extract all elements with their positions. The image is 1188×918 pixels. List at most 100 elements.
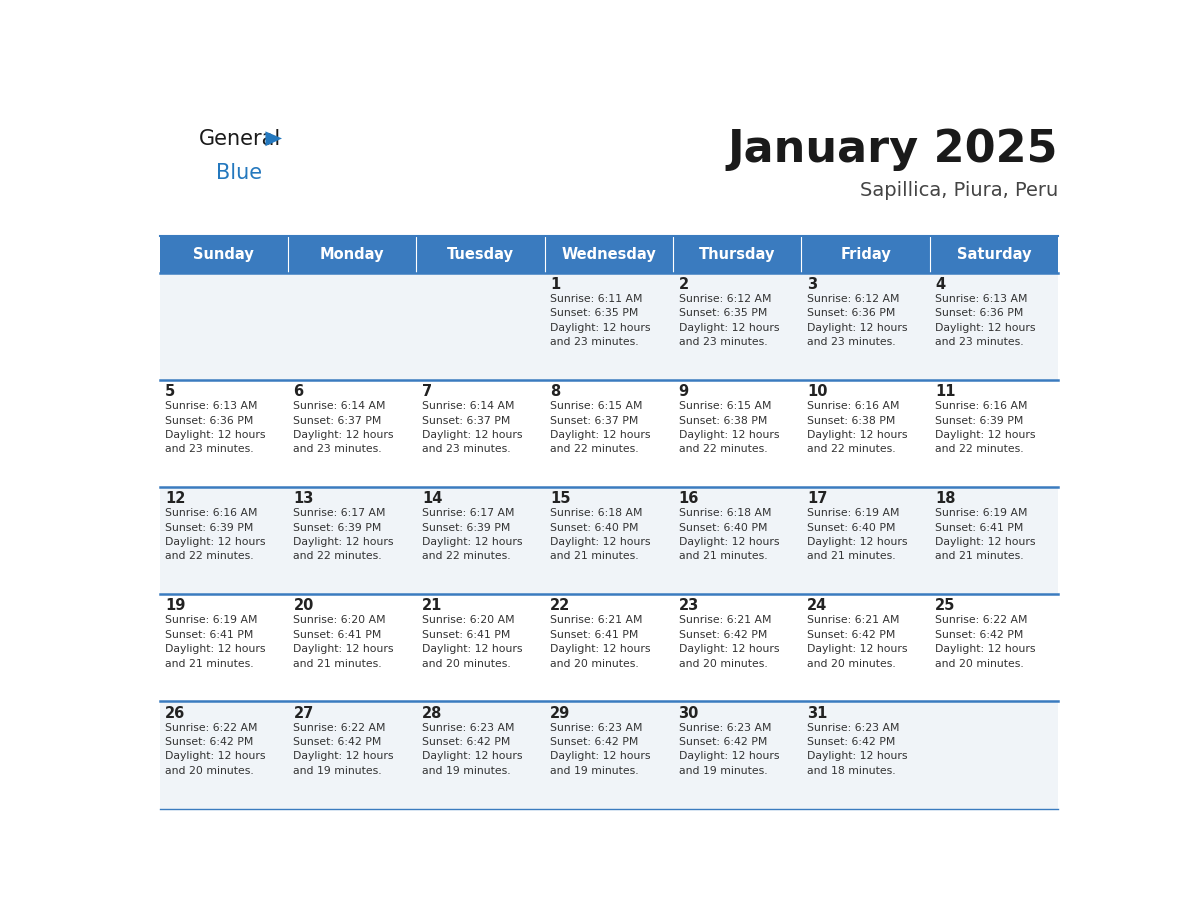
Text: Sunrise: 6:23 AM
Sunset: 6:42 PM
Daylight: 12 hours
and 19 minutes.: Sunrise: 6:23 AM Sunset: 6:42 PM Dayligh… bbox=[678, 722, 779, 776]
Bar bbox=[159, 380, 287, 487]
Text: Sunday: Sunday bbox=[194, 247, 254, 262]
Text: Sunrise: 6:20 AM
Sunset: 6:41 PM
Daylight: 12 hours
and 21 minutes.: Sunrise: 6:20 AM Sunset: 6:41 PM Dayligh… bbox=[293, 615, 394, 668]
Text: 11: 11 bbox=[935, 384, 956, 399]
Bar bbox=[802, 594, 930, 701]
Text: Sunrise: 6:17 AM
Sunset: 6:39 PM
Daylight: 12 hours
and 22 minutes.: Sunrise: 6:17 AM Sunset: 6:39 PM Dayligh… bbox=[422, 509, 523, 562]
Text: 16: 16 bbox=[678, 491, 699, 507]
Text: 14: 14 bbox=[422, 491, 442, 507]
Bar bbox=[544, 380, 674, 487]
Text: Sunrise: 6:15 AM
Sunset: 6:38 PM
Daylight: 12 hours
and 22 minutes.: Sunrise: 6:15 AM Sunset: 6:38 PM Dayligh… bbox=[678, 401, 779, 454]
Text: 20: 20 bbox=[293, 599, 314, 613]
Text: Sapillica, Piura, Peru: Sapillica, Piura, Peru bbox=[860, 181, 1059, 200]
Text: General: General bbox=[200, 129, 282, 149]
Text: Sunrise: 6:18 AM
Sunset: 6:40 PM
Daylight: 12 hours
and 21 minutes.: Sunrise: 6:18 AM Sunset: 6:40 PM Dayligh… bbox=[678, 509, 779, 562]
Bar bbox=[416, 380, 544, 487]
Bar bbox=[802, 380, 930, 487]
Bar bbox=[159, 594, 287, 701]
Text: Sunrise: 6:19 AM
Sunset: 6:41 PM
Daylight: 12 hours
and 21 minutes.: Sunrise: 6:19 AM Sunset: 6:41 PM Dayligh… bbox=[165, 615, 266, 668]
Text: Sunrise: 6:15 AM
Sunset: 6:37 PM
Daylight: 12 hours
and 22 minutes.: Sunrise: 6:15 AM Sunset: 6:37 PM Dayligh… bbox=[550, 401, 651, 454]
Text: 17: 17 bbox=[807, 491, 827, 507]
Text: Sunrise: 6:22 AM
Sunset: 6:42 PM
Daylight: 12 hours
and 20 minutes.: Sunrise: 6:22 AM Sunset: 6:42 PM Dayligh… bbox=[935, 615, 1036, 668]
Text: Sunrise: 6:19 AM
Sunset: 6:41 PM
Daylight: 12 hours
and 21 minutes.: Sunrise: 6:19 AM Sunset: 6:41 PM Dayligh… bbox=[935, 509, 1036, 562]
Bar bbox=[416, 487, 544, 594]
Bar bbox=[287, 236, 416, 273]
Text: 6: 6 bbox=[293, 384, 304, 399]
Text: Sunrise: 6:16 AM
Sunset: 6:39 PM
Daylight: 12 hours
and 22 minutes.: Sunrise: 6:16 AM Sunset: 6:39 PM Dayligh… bbox=[165, 509, 266, 562]
Text: Thursday: Thursday bbox=[699, 247, 776, 262]
Bar bbox=[674, 594, 802, 701]
Bar bbox=[159, 273, 287, 380]
Text: 4: 4 bbox=[935, 277, 946, 292]
Bar bbox=[930, 380, 1059, 487]
Bar bbox=[287, 594, 416, 701]
Text: January 2025: January 2025 bbox=[728, 128, 1059, 171]
Text: 12: 12 bbox=[165, 491, 185, 507]
Bar bbox=[287, 380, 416, 487]
Text: Sunrise: 6:23 AM
Sunset: 6:42 PM
Daylight: 12 hours
and 19 minutes.: Sunrise: 6:23 AM Sunset: 6:42 PM Dayligh… bbox=[550, 722, 651, 776]
Text: 3: 3 bbox=[807, 277, 817, 292]
Bar bbox=[544, 701, 674, 809]
Text: 15: 15 bbox=[550, 491, 570, 507]
Text: Sunrise: 6:21 AM
Sunset: 6:41 PM
Daylight: 12 hours
and 20 minutes.: Sunrise: 6:21 AM Sunset: 6:41 PM Dayligh… bbox=[550, 615, 651, 668]
Text: Tuesday: Tuesday bbox=[447, 247, 514, 262]
Bar bbox=[416, 273, 544, 380]
Text: 19: 19 bbox=[165, 599, 185, 613]
Text: 25: 25 bbox=[935, 599, 955, 613]
Text: 18: 18 bbox=[935, 491, 956, 507]
Text: Sunrise: 6:18 AM
Sunset: 6:40 PM
Daylight: 12 hours
and 21 minutes.: Sunrise: 6:18 AM Sunset: 6:40 PM Dayligh… bbox=[550, 509, 651, 562]
Text: Sunrise: 6:12 AM
Sunset: 6:35 PM
Daylight: 12 hours
and 23 minutes.: Sunrise: 6:12 AM Sunset: 6:35 PM Dayligh… bbox=[678, 294, 779, 347]
Bar bbox=[930, 701, 1059, 809]
Bar bbox=[416, 594, 544, 701]
Bar bbox=[674, 701, 802, 809]
Bar bbox=[287, 273, 416, 380]
Text: 22: 22 bbox=[550, 599, 570, 613]
Text: 10: 10 bbox=[807, 384, 827, 399]
Text: 31: 31 bbox=[807, 706, 827, 721]
Bar bbox=[930, 487, 1059, 594]
Text: Blue: Blue bbox=[216, 163, 261, 184]
Bar bbox=[544, 487, 674, 594]
Text: Sunrise: 6:20 AM
Sunset: 6:41 PM
Daylight: 12 hours
and 20 minutes.: Sunrise: 6:20 AM Sunset: 6:41 PM Dayligh… bbox=[422, 615, 523, 668]
Text: Wednesday: Wednesday bbox=[562, 247, 656, 262]
Bar bbox=[930, 236, 1059, 273]
Text: Sunrise: 6:11 AM
Sunset: 6:35 PM
Daylight: 12 hours
and 23 minutes.: Sunrise: 6:11 AM Sunset: 6:35 PM Dayligh… bbox=[550, 294, 651, 347]
Text: 26: 26 bbox=[165, 706, 185, 721]
Text: 29: 29 bbox=[550, 706, 570, 721]
Text: Sunrise: 6:13 AM
Sunset: 6:36 PM
Daylight: 12 hours
and 23 minutes.: Sunrise: 6:13 AM Sunset: 6:36 PM Dayligh… bbox=[165, 401, 266, 454]
Text: Sunrise: 6:23 AM
Sunset: 6:42 PM
Daylight: 12 hours
and 19 minutes.: Sunrise: 6:23 AM Sunset: 6:42 PM Dayligh… bbox=[422, 722, 523, 776]
Text: Sunrise: 6:16 AM
Sunset: 6:38 PM
Daylight: 12 hours
and 22 minutes.: Sunrise: 6:16 AM Sunset: 6:38 PM Dayligh… bbox=[807, 401, 908, 454]
Text: 2: 2 bbox=[678, 277, 689, 292]
Text: 1: 1 bbox=[550, 277, 561, 292]
Text: 28: 28 bbox=[422, 706, 442, 721]
Bar bbox=[159, 701, 287, 809]
Text: 13: 13 bbox=[293, 491, 314, 507]
Bar bbox=[544, 594, 674, 701]
Text: Sunrise: 6:21 AM
Sunset: 6:42 PM
Daylight: 12 hours
and 20 minutes.: Sunrise: 6:21 AM Sunset: 6:42 PM Dayligh… bbox=[807, 615, 908, 668]
Text: Sunrise: 6:13 AM
Sunset: 6:36 PM
Daylight: 12 hours
and 23 minutes.: Sunrise: 6:13 AM Sunset: 6:36 PM Dayligh… bbox=[935, 294, 1036, 347]
Bar bbox=[930, 594, 1059, 701]
Text: 24: 24 bbox=[807, 599, 827, 613]
Bar bbox=[544, 236, 674, 273]
Bar bbox=[416, 701, 544, 809]
Bar bbox=[287, 701, 416, 809]
Text: Sunrise: 6:19 AM
Sunset: 6:40 PM
Daylight: 12 hours
and 21 minutes.: Sunrise: 6:19 AM Sunset: 6:40 PM Dayligh… bbox=[807, 509, 908, 562]
Text: Friday: Friday bbox=[840, 247, 891, 262]
Bar bbox=[674, 380, 802, 487]
Text: Sunrise: 6:16 AM
Sunset: 6:39 PM
Daylight: 12 hours
and 22 minutes.: Sunrise: 6:16 AM Sunset: 6:39 PM Dayligh… bbox=[935, 401, 1036, 454]
Bar bbox=[674, 487, 802, 594]
Bar bbox=[674, 236, 802, 273]
Text: Sunrise: 6:21 AM
Sunset: 6:42 PM
Daylight: 12 hours
and 20 minutes.: Sunrise: 6:21 AM Sunset: 6:42 PM Dayligh… bbox=[678, 615, 779, 668]
Text: Saturday: Saturday bbox=[956, 247, 1031, 262]
Text: 7: 7 bbox=[422, 384, 432, 399]
Text: 5: 5 bbox=[165, 384, 176, 399]
Text: Sunrise: 6:12 AM
Sunset: 6:36 PM
Daylight: 12 hours
and 23 minutes.: Sunrise: 6:12 AM Sunset: 6:36 PM Dayligh… bbox=[807, 294, 908, 347]
Bar bbox=[674, 273, 802, 380]
Text: 9: 9 bbox=[678, 384, 689, 399]
Bar bbox=[416, 236, 544, 273]
Bar bbox=[159, 487, 287, 594]
Bar bbox=[544, 273, 674, 380]
Text: Sunrise: 6:23 AM
Sunset: 6:42 PM
Daylight: 12 hours
and 18 minutes.: Sunrise: 6:23 AM Sunset: 6:42 PM Dayligh… bbox=[807, 722, 908, 776]
Text: Monday: Monday bbox=[320, 247, 385, 262]
Text: Sunrise: 6:22 AM
Sunset: 6:42 PM
Daylight: 12 hours
and 20 minutes.: Sunrise: 6:22 AM Sunset: 6:42 PM Dayligh… bbox=[165, 722, 266, 776]
Bar bbox=[802, 273, 930, 380]
